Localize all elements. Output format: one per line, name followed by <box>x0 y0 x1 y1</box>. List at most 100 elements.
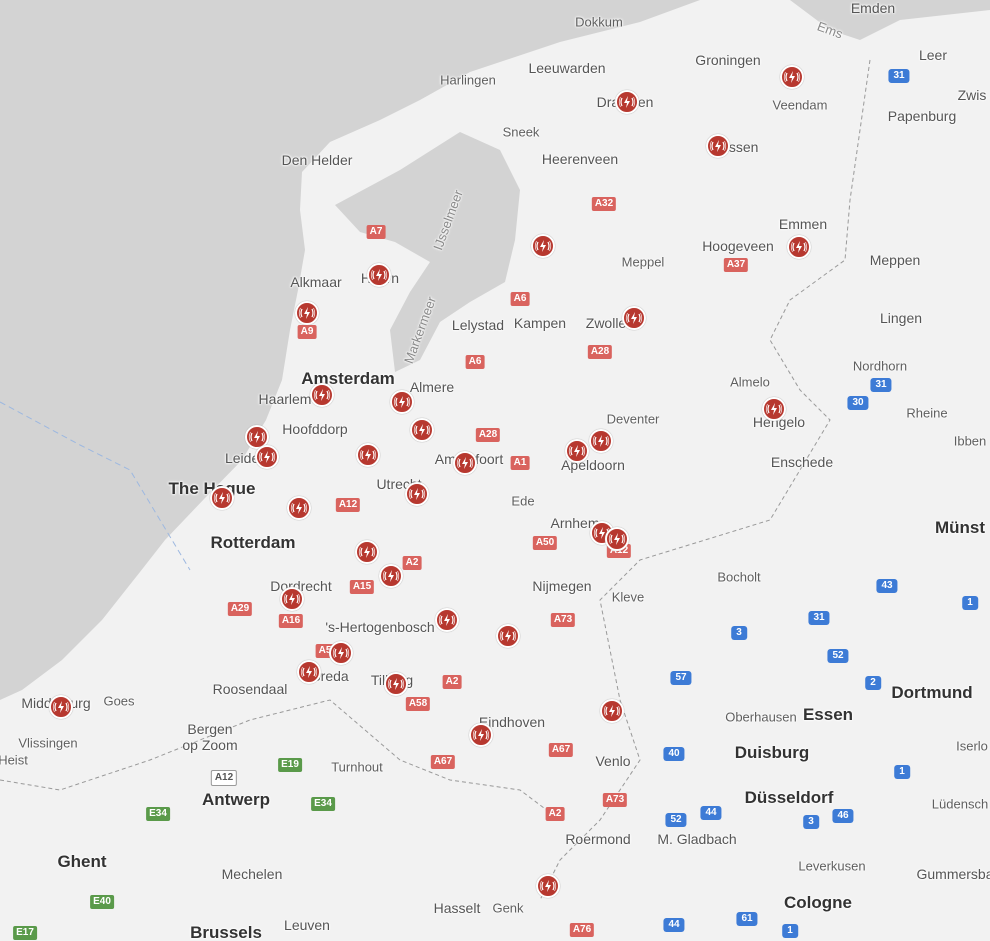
place-label: Leer <box>918 47 948 63</box>
charging-station-marker[interactable] <box>49 695 73 719</box>
place-label: Leuven <box>284 917 330 933</box>
road-shield: A2 <box>545 807 565 821</box>
charging-station-marker[interactable] <box>531 234 555 258</box>
place-label: Leverkusen <box>798 858 866 874</box>
place-label: Lingen <box>879 310 923 326</box>
place-label: Venlo <box>595 753 631 769</box>
place-label: Dokkum <box>575 14 623 30</box>
charging-station-marker[interactable] <box>600 699 624 723</box>
charging-station-marker[interactable] <box>410 418 434 442</box>
place-label: Rotterdam <box>210 533 296 552</box>
road-shield: 3 <box>803 815 819 829</box>
place-label: The Hague <box>168 479 256 498</box>
charging-station-marker[interactable] <box>469 723 493 747</box>
charging-station-marker[interactable] <box>605 527 629 551</box>
place-label: Cologne <box>784 893 852 912</box>
charging-station-marker[interactable] <box>405 482 429 506</box>
road-shield: 61 <box>736 912 758 926</box>
charging-station-marker[interactable] <box>356 443 380 467</box>
ev-charging-station-icon <box>765 403 783 415</box>
road-shield: A58 <box>405 697 431 711</box>
place-label: Harlingen <box>440 72 496 88</box>
ev-charging-station-icon <box>283 593 301 605</box>
place-label: Papenburg <box>887 108 957 124</box>
road-shield: 46 <box>832 809 854 823</box>
ev-charging-station-icon <box>298 307 316 319</box>
ev-charging-station-icon <box>387 678 405 690</box>
place-label: Nijmegen <box>532 578 592 594</box>
place-label: Groningen <box>695 52 761 68</box>
charging-station-marker[interactable] <box>565 439 589 463</box>
ev-charging-station-icon <box>603 705 621 717</box>
charging-station-marker[interactable] <box>780 65 804 89</box>
place-label: Emden <box>850 0 896 16</box>
charging-station-marker[interactable] <box>390 390 414 414</box>
road-shield: E40 <box>90 895 114 909</box>
ev-charging-station-icon <box>370 269 388 281</box>
charging-station-marker[interactable] <box>310 383 334 407</box>
ev-charging-station-icon <box>539 880 557 892</box>
place-label: Mechelen <box>221 866 283 882</box>
charging-station-marker[interactable] <box>379 564 403 588</box>
ev-charging-station-icon <box>783 71 801 83</box>
charging-station-marker[interactable] <box>787 235 811 259</box>
place-label: Enschede <box>770 454 834 470</box>
road-shield: A6 <box>510 292 530 306</box>
charging-station-marker[interactable] <box>496 624 520 648</box>
road-shield: 1 <box>894 765 910 779</box>
maritime-border <box>0 401 191 571</box>
country-border <box>0 699 561 821</box>
charging-station-marker[interactable] <box>287 496 311 520</box>
charging-station-marker[interactable] <box>280 587 304 611</box>
charging-station-marker[interactable] <box>329 641 353 665</box>
place-label: Roosendaal <box>212 681 288 697</box>
charging-station-marker[interactable] <box>355 540 379 564</box>
place-label: Iserlo <box>956 738 988 754</box>
road-shield: A12 <box>335 498 361 512</box>
ev-charging-station-icon <box>456 457 474 469</box>
charging-station-marker[interactable] <box>762 397 786 421</box>
road-shield: A16 <box>278 614 304 628</box>
ev-charging-station-icon <box>213 492 231 504</box>
road-shield: A2 <box>442 675 462 689</box>
charging-station-marker[interactable] <box>295 301 319 325</box>
charging-station-marker[interactable] <box>453 451 477 475</box>
place-label: Nordhorn <box>852 358 908 374</box>
charging-station-marker[interactable] <box>536 874 560 898</box>
north-sea-water <box>0 0 700 700</box>
place-label: Ibben <box>953 433 987 449</box>
road-shield: E34 <box>146 807 170 821</box>
place-label: Leeuwarden <box>528 60 606 76</box>
charging-station-marker[interactable] <box>706 134 730 158</box>
place-label: Oberhausen <box>725 709 797 725</box>
charging-station-marker[interactable] <box>589 429 613 453</box>
charging-station-marker[interactable] <box>367 263 391 287</box>
road-shield: A29 <box>227 602 253 616</box>
place-label: Hoogeveen <box>702 238 774 254</box>
road-shield: A73 <box>602 793 628 807</box>
place-label: Ghent <box>57 852 107 871</box>
charging-station-marker[interactable] <box>297 660 321 684</box>
ev-charging-station-icon <box>408 488 426 500</box>
road-shield: A67 <box>430 755 456 769</box>
charging-station-marker[interactable] <box>622 306 646 330</box>
charging-station-marker[interactable] <box>435 608 459 632</box>
place-label: Düsseldorf <box>744 788 834 807</box>
road-shield: 31 <box>808 611 830 625</box>
ev-charging-station-icon <box>313 389 331 401</box>
place-label: Turnhout <box>331 759 383 775</box>
place-label: Goes <box>103 693 135 709</box>
charging-station-marker[interactable] <box>615 90 639 114</box>
place-label: 's-Hertogenbosch <box>325 619 435 635</box>
place-label: Gummersba <box>916 866 990 882</box>
charging-station-marker[interactable] <box>255 445 279 469</box>
charging-station-marker[interactable] <box>384 672 408 696</box>
place-label: Essen <box>802 705 854 724</box>
road-shield: 52 <box>827 649 849 663</box>
place-label: Almelo <box>730 374 770 390</box>
place-label: Zwis <box>957 87 987 103</box>
ev-charging-station-icon <box>359 449 377 461</box>
ev-charging-station-icon <box>52 701 70 713</box>
charging-station-marker[interactable] <box>210 486 234 510</box>
